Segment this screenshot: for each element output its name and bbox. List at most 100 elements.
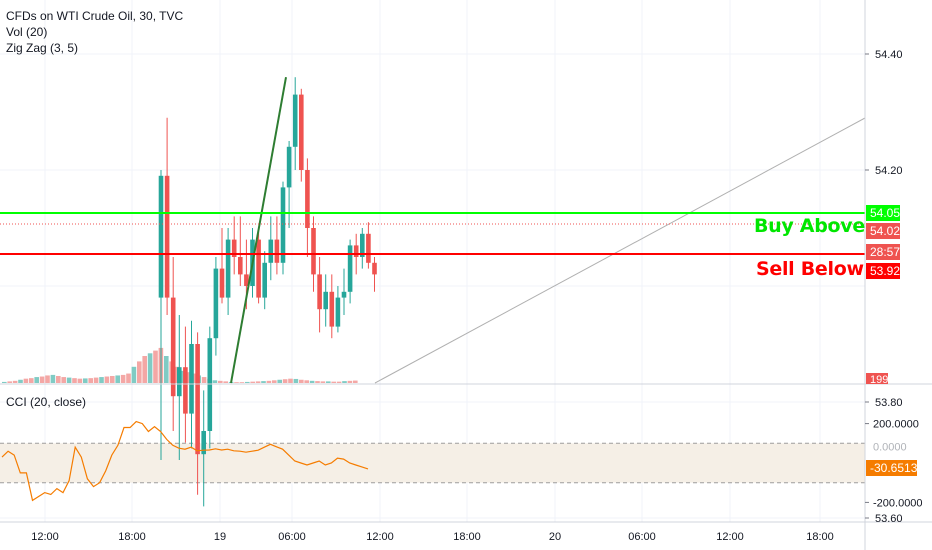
volume-bar [142,356,147,383]
candle-body [335,297,341,327]
candle-body [347,245,353,292]
volume-bar [72,378,77,383]
volume-bar [39,376,45,383]
volume-bar [293,378,299,383]
volume-bar [153,350,158,383]
volume-bar [61,377,66,383]
last-price-tag: 54.02 [866,223,901,239]
candle-body [262,262,267,298]
volume-bar [18,379,23,383]
candle-body [225,239,231,298]
volume-bar [45,375,50,383]
candle-body [213,268,219,339]
volume-bar [83,378,88,383]
candle-body [219,268,225,298]
time-axis-label: 18:00 [118,531,146,543]
volume-bar [336,381,342,383]
candle-body [195,344,200,455]
volume-bar [255,381,261,383]
volume-bar [66,377,72,383]
trend-line[interactable] [374,117,866,384]
volume-bar [272,380,277,383]
cci-tick-label: 200.0000 [873,419,919,431]
volume-bar [299,379,304,383]
volume-bar [88,378,93,383]
volume-tag: 199 [866,373,889,386]
buy-above-annotation[interactable]: Buy Above [754,215,865,237]
candle-body [305,170,310,228]
volume-bar [180,370,185,383]
volume-bar [353,380,358,383]
volume-bar [331,381,336,383]
volume-bar [12,380,18,383]
candle-body [268,239,274,263]
volume-bar [245,381,250,383]
volume-bar [223,381,228,383]
volume-bar [234,382,239,383]
zigzag-line [230,77,287,384]
volume-bar [304,380,309,383]
time-axis-label: 12:00 [366,531,394,543]
volume-bar [56,375,61,383]
time-axis-label: 12:00 [31,531,59,543]
candle-body [317,274,322,310]
symbol-legend[interactable]: CFDs on WTI Crude Oil, 30, TVC [6,9,184,23]
candle-body [183,367,188,414]
candle-body [274,239,280,263]
volume-legend[interactable]: Vol (20) [6,25,48,39]
candle-body [372,262,377,275]
volume-bar [93,377,99,383]
time-axis-label: 06:00 [628,531,656,543]
bar-countdown-tag: 28:57 [866,244,901,260]
cci-legend-label[interactable]: CCI (20, close) [6,395,87,409]
volume-bar [250,381,255,383]
cci-band-fill [0,443,865,483]
time-axis-label: 19 [214,531,226,543]
candle-body [231,239,237,257]
time-axis-label: 18:00 [806,531,834,543]
candle-body [170,297,176,397]
volume-bar [2,381,7,383]
zigzag-legend[interactable]: Zig Zag (3, 5) [6,41,79,55]
volume-bar [326,381,331,383]
volume-bar [50,374,56,383]
candle-body [177,367,182,397]
candle-body [353,245,359,257]
volume-bar [7,381,12,383]
volume-bar [164,356,169,383]
candle-body [189,344,194,414]
volume-bar [320,381,326,383]
candle-body [244,274,249,286]
volume-bar [29,378,34,383]
volume-bar [104,376,110,383]
candle-body [207,338,213,431]
candle-body [341,291,347,298]
volume-bar [315,381,320,383]
candle-body [329,291,335,327]
volume-bar [126,373,131,383]
cci-value-tag: -30.6513 [866,460,918,476]
candle-body [299,94,304,170]
candle-body [201,431,206,455]
price-tick-label: 54.40 [875,49,903,61]
cci-legend: CCI (20, close) [6,394,86,410]
sell-below-annotation[interactable]: Sell Below [756,258,864,280]
candle-body [164,175,170,298]
volume-bar [34,377,39,383]
volume-bar [309,380,315,383]
price-tick-label: 53.60 [875,513,903,525]
sell-level-price-tag: 53.92 [866,263,901,279]
volume-bar [131,366,137,383]
chart-legend: CFDs on WTI Crude Oil, 30, TVC Vol (20) … [6,8,183,56]
volume-bar [23,378,29,383]
candle-body [280,187,286,263]
volume-bar [288,378,293,383]
volume-bar [185,372,191,383]
volume-bar [201,377,207,383]
candle-body [366,233,371,263]
volume-bar [342,381,347,383]
cci-tick-label: -200.0000 [873,497,923,509]
volume-bar [212,380,218,383]
candle-body [292,94,298,147]
